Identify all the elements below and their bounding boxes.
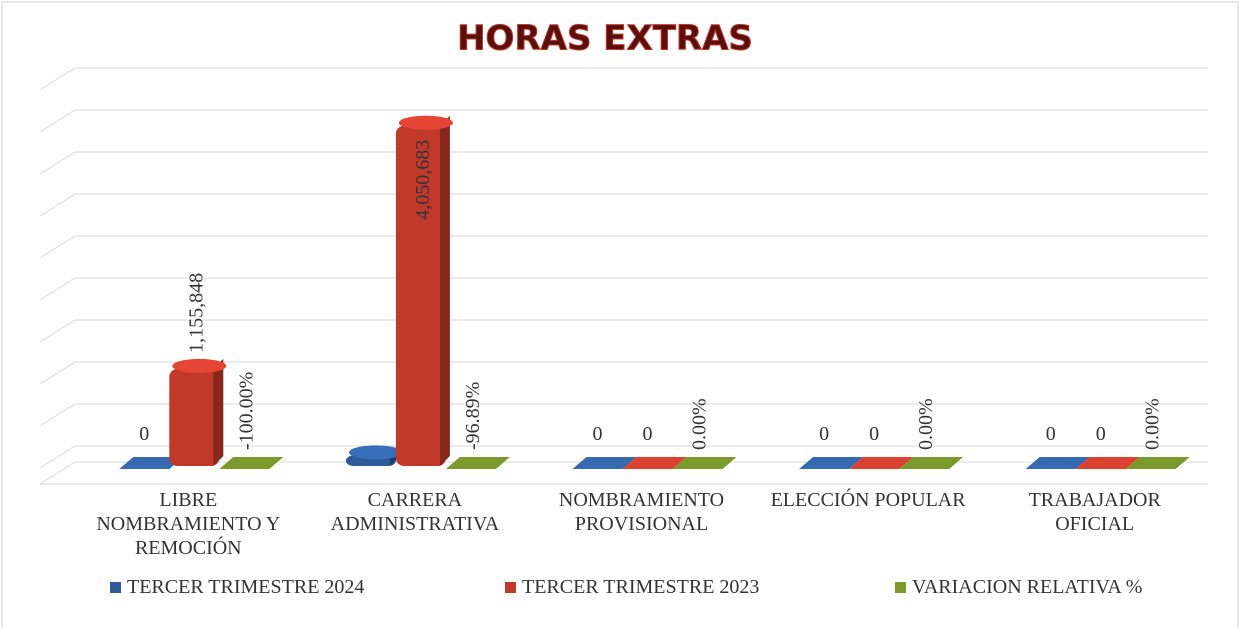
data-label: 0 [593,423,603,445]
bar [849,457,914,469]
data-label: -100.00% [235,372,257,450]
data-label: 0 [139,423,149,445]
grid-line [39,361,1208,385]
bar-face [1125,457,1190,469]
grid-line [39,151,1208,175]
bar [119,457,184,469]
grid-line [39,403,1208,427]
bar [622,457,687,469]
bar [799,457,864,469]
x-tick-label: TRABAJADOR OFICIAL [1028,489,1161,535]
data-label: 0.00% [1142,398,1164,450]
chart-title: HORAS EXTRAS [457,19,753,59]
data-label: 0 [1046,423,1056,445]
bar [1125,457,1190,469]
bar [672,457,737,469]
data-label: 0 [819,423,829,445]
data-label: 0.00% [689,398,711,450]
bar-face [1075,457,1140,469]
bar-face [622,457,687,469]
data-label: 1,155,848 [185,273,207,353]
bar [899,457,964,469]
x-tick-label: NOMBRAMIENTO PROVISIONAL [558,489,725,535]
bar-face [219,457,284,469]
x-tick-label: ELECCIÓN POPULAR [770,489,966,511]
data-label: 0 [643,423,653,445]
bar [345,445,403,466]
legend-label: TERCER TRIMESTRE 2024 [127,576,365,598]
grid-line [39,235,1208,259]
grid-line [39,67,1208,91]
data-label: 0.00% [915,398,937,450]
bar [1025,457,1090,469]
bar-face [213,358,224,466]
bar [445,457,510,469]
legend-label: TERCER TRIMESTRE 2023 [522,576,760,598]
data-label: -96.89% [462,382,484,450]
bar-face [572,457,637,469]
legend-label: VARIACION RELATIVA % [912,576,1143,598]
bar-face [398,115,453,130]
data-label: 0 [1096,423,1106,445]
bar-face [348,445,403,460]
grid-line [39,193,1208,217]
bar [395,115,453,467]
bar-face [395,125,446,467]
data-label: 4,050,683 [412,140,434,220]
bar-face [445,457,510,469]
x-tick-label: LIBRE NOMBRAMIENTO Y REMOCIÓN [96,489,281,559]
grid-line [39,109,1208,133]
bar-face [799,457,864,469]
legend-swatch [110,582,121,593]
bar-face [849,457,914,469]
bar-face [439,115,450,467]
bar-face [1025,457,1090,469]
grid-line [39,277,1208,301]
legend-entry: VARIACION RELATIVA % [895,575,1165,599]
legend-entry: TERCER TRIMESTRE 2024 [110,575,470,599]
legend-swatch [505,582,516,593]
bar-face [119,457,184,469]
bar-face [169,368,220,466]
legend-entry: TERCER TRIMESTRE 2023 [505,575,865,599]
legend-swatch [895,582,906,593]
bar-face [172,358,227,373]
bar-face [899,457,964,469]
bar [572,457,637,469]
bar-face [672,457,737,469]
grid-line [39,445,1208,469]
x-tick-label: CARRERA ADMINISTRATIVA [330,489,500,535]
grid-line [39,319,1208,343]
data-label: 0 [869,423,879,445]
bar [219,457,284,469]
bar [1075,457,1140,469]
bar [169,358,227,466]
